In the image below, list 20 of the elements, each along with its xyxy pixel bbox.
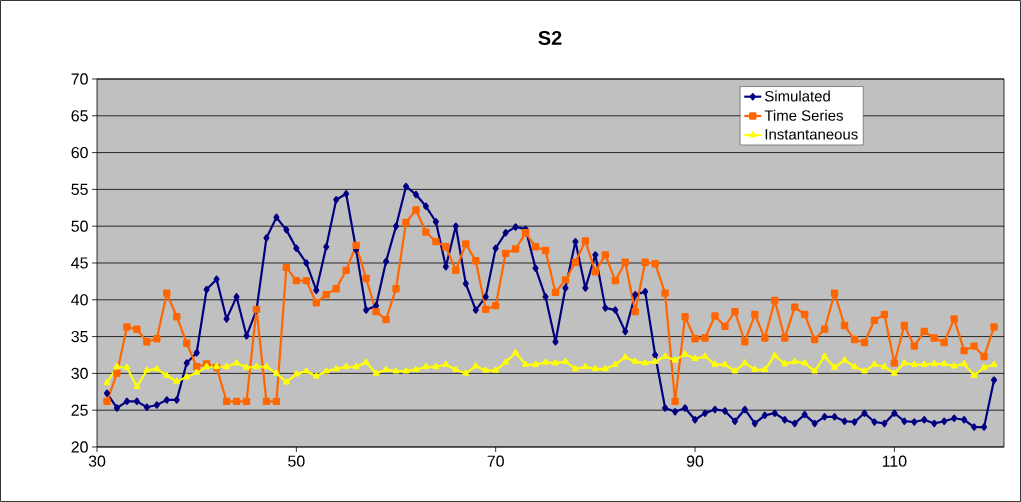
x-tick-label: 70: [487, 455, 504, 467]
legend-label: Instantaneous: [765, 129, 858, 140]
x-tick-label: 90: [686, 455, 704, 467]
legend-label: Time Series: [764, 109, 843, 121]
y-tick-label: 70: [71, 73, 88, 85]
legend-label: Simulated: [765, 90, 830, 102]
y-tick-label: 50: [71, 220, 88, 232]
x-tick-label: 110: [882, 455, 907, 467]
chart-title: S2: [538, 30, 562, 46]
y-tick-label: 65: [71, 110, 88, 122]
y-tick-label: 30: [71, 367, 88, 380]
y-tick-label: 40: [71, 294, 88, 306]
y-tick-label: 25: [71, 404, 88, 416]
y-tick-label: 45: [71, 257, 88, 269]
y-tick-label: 20: [71, 441, 88, 453]
y-tick-label: 35: [71, 330, 88, 343]
x-tick-label: 30: [88, 455, 106, 467]
y-tick-label: 60: [71, 146, 88, 159]
x-tick-label: 50: [288, 455, 305, 467]
y-tick-label: 55: [71, 183, 88, 195]
